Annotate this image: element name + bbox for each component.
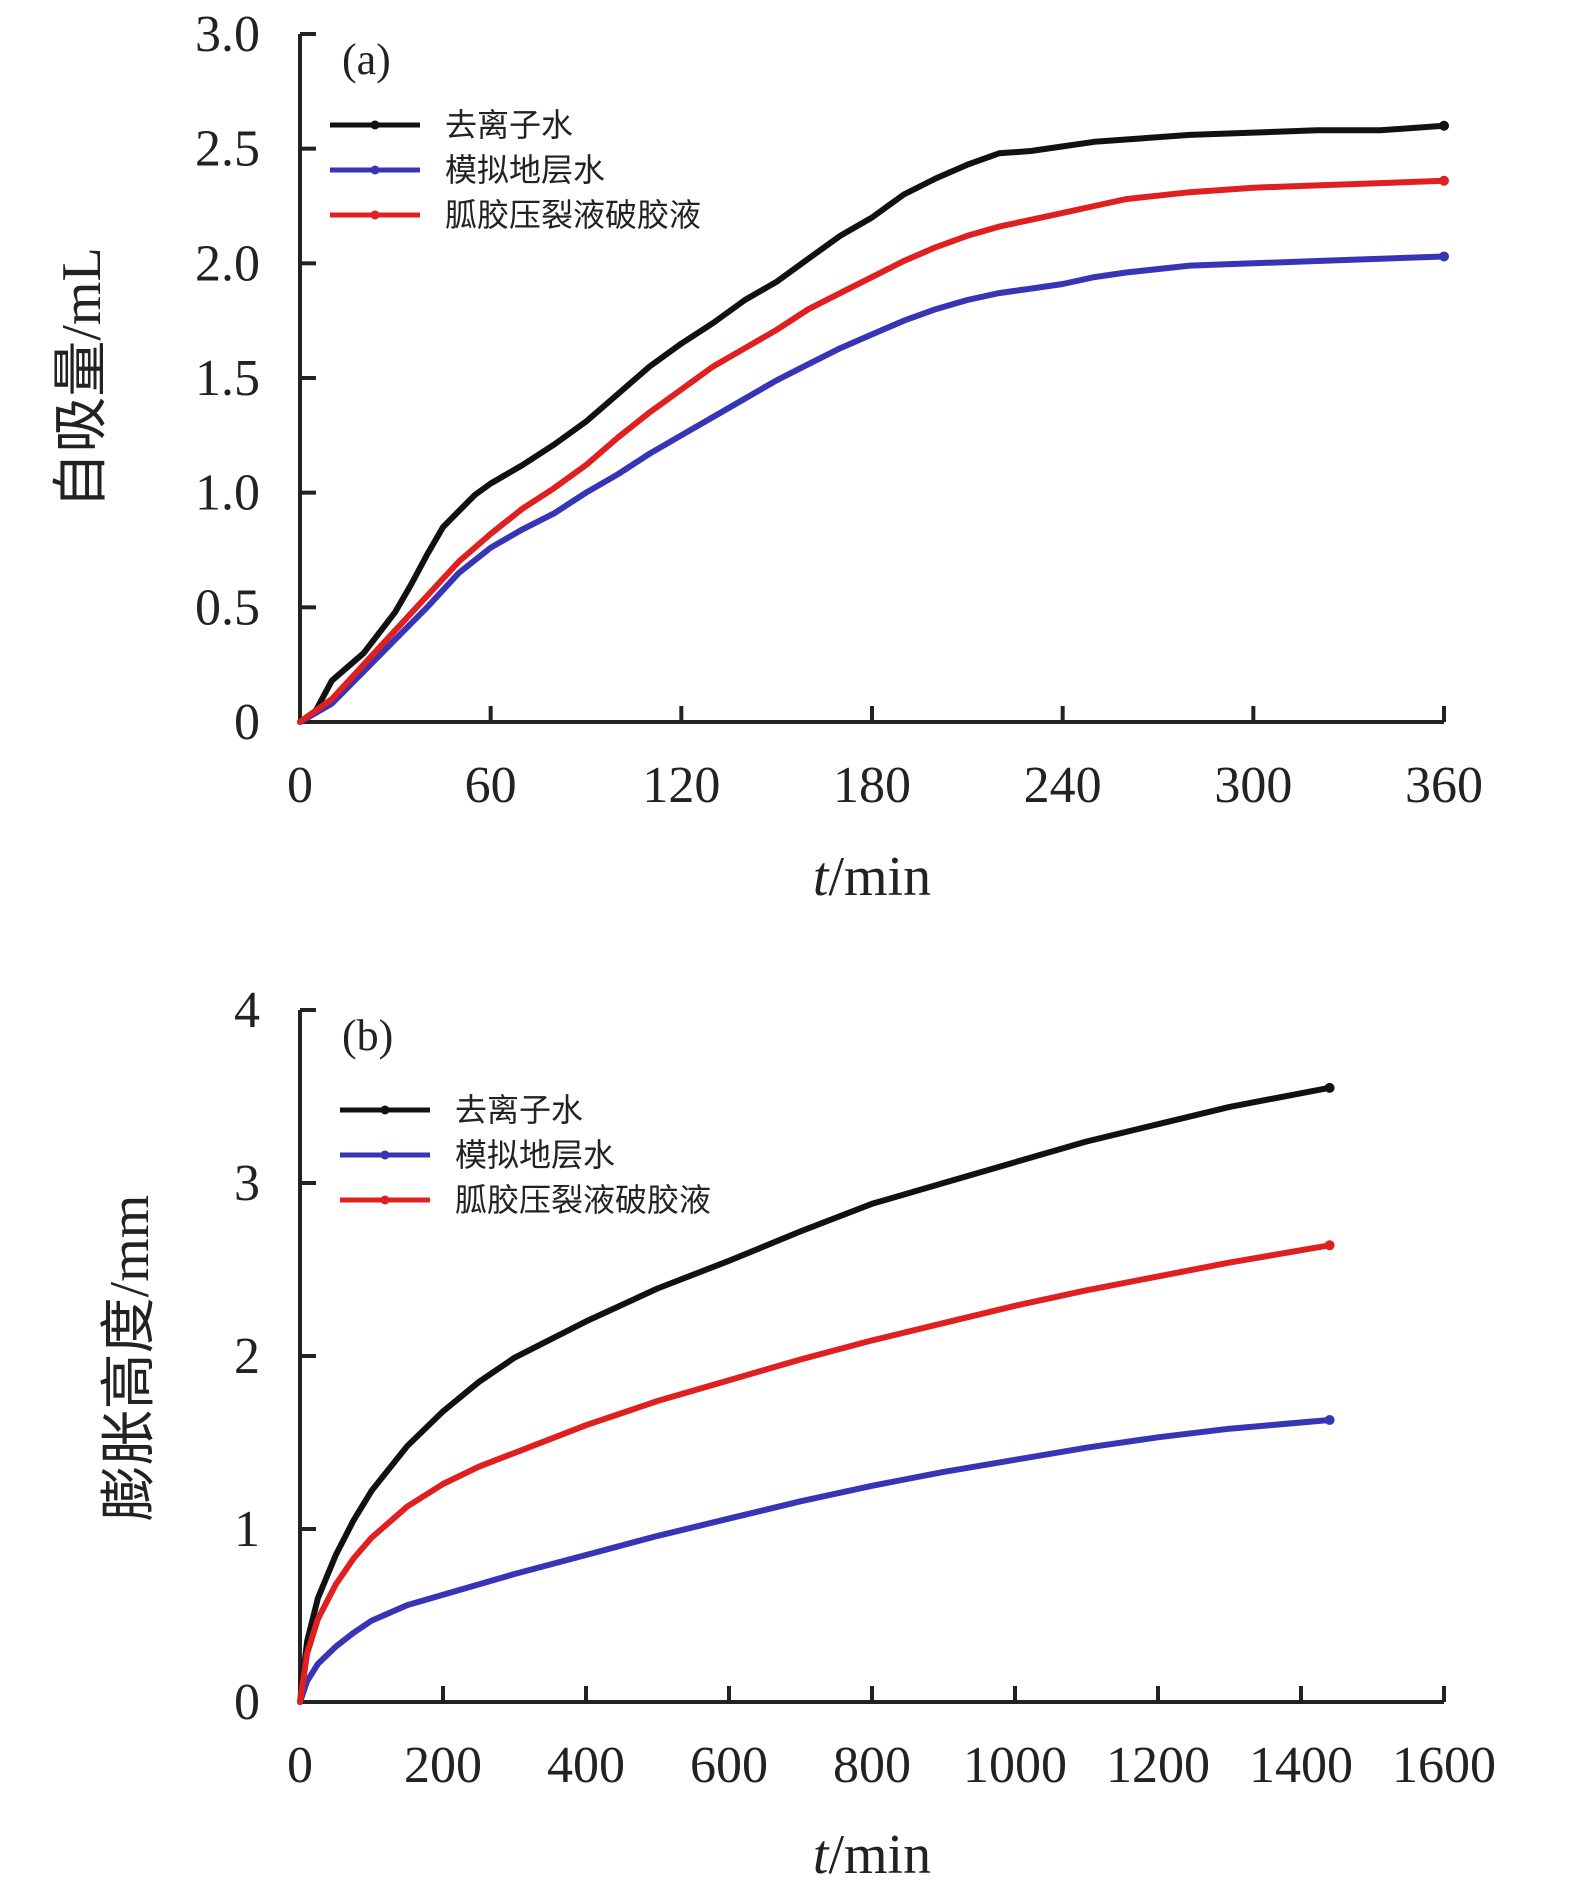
- x-tick-label: 400: [547, 1737, 625, 1794]
- legend-marker: [370, 120, 380, 130]
- chart-panel-b: 0 1 2 3 4 0 200 400 600 800 1000 1200 1400 1600 (b) t/m…: [99, 982, 1496, 1886]
- legend-marker: [380, 1150, 390, 1160]
- legend-label: 去离子水: [455, 1092, 583, 1128]
- x-axis-title-variable: t: [813, 846, 830, 908]
- series-line-b-3: [297, 1242, 1333, 1705]
- x-tick-label: 600: [690, 1737, 768, 1794]
- series-end-marker: [1324, 1082, 1335, 1093]
- series-end-marker: [1439, 251, 1449, 262]
- x-axis-title: t/min: [813, 1824, 931, 1886]
- legend-label: 模拟地层水: [445, 152, 605, 188]
- legend-marker: [370, 210, 380, 220]
- series-line-a-2: [297, 253, 1447, 725]
- series-end-marker: [1324, 1240, 1335, 1251]
- y-axis-title: 膨胀高度/mm: [99, 1195, 161, 1522]
- series-line-a-3: [297, 177, 1447, 725]
- panel-label: (b): [342, 1011, 393, 1060]
- x-axis-title-unit: /min: [828, 1824, 931, 1886]
- x-tick-label: 1200: [1106, 1737, 1210, 1794]
- x-tick-label: 200: [404, 1737, 482, 1794]
- x-tick-label: 0: [287, 757, 313, 814]
- series-end-marker: [1324, 1415, 1335, 1426]
- y-axis-title: 自吸量/mL: [51, 247, 113, 508]
- x-tick-label: 240: [1024, 757, 1102, 814]
- series-line-b-2: [297, 1417, 1333, 1705]
- series-line-b-1: [297, 1084, 1333, 1705]
- x-axis-title-variable: t: [813, 1824, 830, 1886]
- panel-label: (a): [342, 35, 391, 84]
- legend-label: 模拟地层水: [455, 1137, 615, 1173]
- y-tick-label: 2.5: [195, 121, 260, 178]
- chart-panel-a: 0 0.5 1.0 1.5 2.0 2.5 3.0 0 60 120 180 240 300 360 (a)…: [51, 6, 1483, 908]
- x-tick-label: 120: [642, 757, 720, 814]
- y-tick-label: 3.0: [195, 6, 260, 63]
- x-tick-label: 60: [465, 757, 517, 814]
- x-axis-title: t/min: [813, 846, 931, 908]
- y-tick-label: 0: [234, 1674, 260, 1731]
- x-axis-title-unit: /min: [828, 846, 931, 908]
- legend-label: 胍胶压裂液破胶液: [455, 1182, 711, 1218]
- series-line-a-1: [297, 122, 1447, 725]
- y-tick-label: 4: [234, 982, 260, 1039]
- x-tick-label: 1000: [963, 1737, 1067, 1794]
- legend-marker: [370, 165, 380, 175]
- x-tick-label: 1600: [1392, 1737, 1496, 1794]
- legend-marker: [380, 1195, 390, 1205]
- y-tick-label: 1: [234, 1501, 260, 1558]
- series-end-marker: [1439, 120, 1449, 131]
- legend-label: 去离子水: [445, 107, 573, 143]
- x-tick-label: 1400: [1249, 1737, 1353, 1794]
- y-tick-label: 3: [234, 1155, 260, 1212]
- x-tick-label: 360: [1405, 757, 1483, 814]
- y-tick-label: 1.0: [195, 465, 260, 522]
- y-tick-label: 1.5: [195, 350, 260, 407]
- series-end-marker: [1439, 175, 1449, 186]
- y-tick-label: 2: [234, 1328, 260, 1385]
- x-tick-label: 300: [1214, 757, 1292, 814]
- y-tick-label: 0: [234, 694, 260, 751]
- y-tick-label: 0.5: [195, 579, 260, 636]
- x-tick-label: 800: [833, 1737, 911, 1794]
- y-tick-label: 2.0: [195, 235, 260, 292]
- legend-label: 胍胶压裂液破胶液: [445, 197, 701, 233]
- x-tick-label: 180: [833, 757, 911, 814]
- legend-marker: [380, 1105, 390, 1115]
- x-tick-label: 0: [287, 1737, 313, 1794]
